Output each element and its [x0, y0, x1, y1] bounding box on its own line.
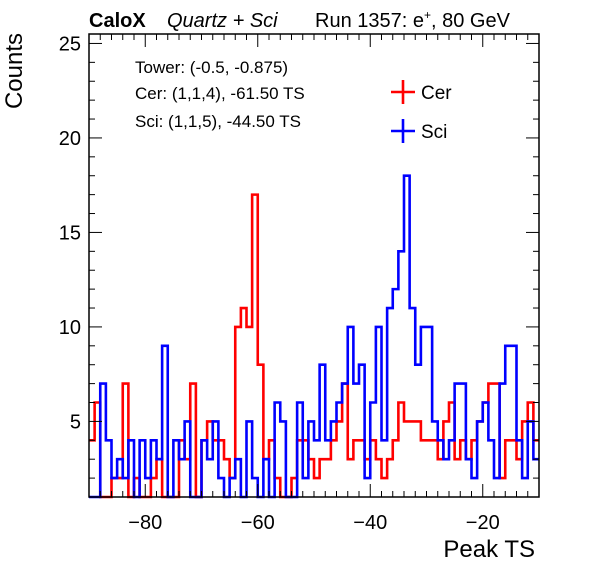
run-sup: +: [424, 8, 431, 22]
legend-cer-label: Cer: [421, 83, 452, 104]
ticks-layer: [88, 34, 540, 498]
y-axis-title: Counts: [1, 33, 28, 109]
tick-labels: −80 −60 −40 −20 5 10 15 20 25: [59, 33, 500, 534]
legend: Cer Sci: [391, 80, 452, 143]
y-tick-label: 15: [59, 222, 81, 244]
brand-label: CaloX: [89, 10, 146, 32]
y-tick-label: 25: [59, 33, 81, 55]
x-axis-title: Peak TS: [443, 536, 535, 563]
detector-label: Quartz + Sci: [167, 10, 278, 32]
legend-sci-label: Sci: [421, 122, 447, 143]
x-tick-label: −40: [353, 512, 387, 534]
x-tick-label: −80: [128, 512, 162, 534]
series-sci-line: [89, 174, 539, 499]
y-tick-label: 5: [70, 411, 81, 433]
annotation-cer: Cer: (1,1,4), -61.50 TS: [135, 84, 305, 103]
x-tick-label: −60: [241, 512, 275, 534]
y-tick-label: 10: [59, 317, 81, 339]
annotation-sci: Sci: (1,1,5), -44.50 TS: [135, 112, 301, 131]
plot-area: −80 −60 −40 −20 5 10 15 20 25: [59, 33, 540, 534]
x-tick-label: −20: [466, 512, 500, 534]
run-text: Run 1357: e: [315, 10, 424, 32]
y-tick-label: 20: [59, 128, 81, 150]
run-label: Run 1357: e+, 80 GeV: [315, 8, 511, 32]
series-layer: [89, 174, 539, 499]
annotation-tower: Tower: (-0.5, -0.875): [135, 58, 288, 77]
run-energy: , 80 GeV: [431, 10, 511, 32]
